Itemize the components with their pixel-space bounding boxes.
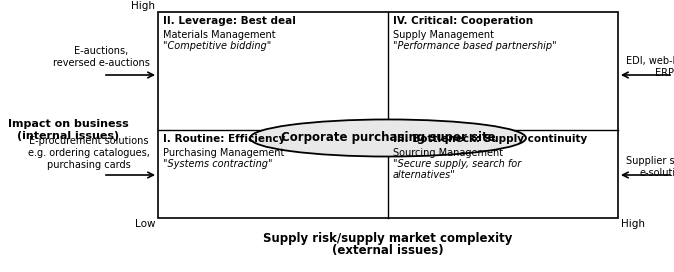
Bar <box>158 12 618 218</box>
Text: I. Routine: Efficiency: I. Routine: Efficiency <box>163 134 285 144</box>
Text: E-auctions,
reversed e-auctions: E-auctions, reversed e-auctions <box>53 46 150 68</box>
Ellipse shape <box>250 119 526 157</box>
Text: Supplier specific
e-solutions: Supplier specific e-solutions <box>626 156 674 178</box>
Text: II. Leverage: Best deal: II. Leverage: Best deal <box>163 16 296 26</box>
Text: Sourcing Management: Sourcing Management <box>393 148 503 158</box>
Text: "Secure supply, search for: "Secure supply, search for <box>393 159 521 169</box>
Text: Supply Management: Supply Management <box>393 30 494 40</box>
Text: "Performance based partnership": "Performance based partnership" <box>393 41 557 51</box>
Text: "Systems contracting": "Systems contracting" <box>163 159 272 169</box>
Text: III. Bottleneck: Supply continuity: III. Bottleneck: Supply continuity <box>393 134 587 144</box>
Text: Impact on business
(internal issues): Impact on business (internal issues) <box>8 119 129 141</box>
Text: Purchasing Management: Purchasing Management <box>163 148 284 158</box>
Text: alternatives": alternatives" <box>393 170 456 180</box>
Text: Materials Management: Materials Management <box>163 30 276 40</box>
Text: (external issues): (external issues) <box>332 244 443 257</box>
Text: Supply risk/supply market complexity: Supply risk/supply market complexity <box>264 232 513 245</box>
Text: "Competitive bidding": "Competitive bidding" <box>163 41 271 51</box>
Text: Low: Low <box>135 219 155 229</box>
Text: High: High <box>131 1 155 11</box>
Text: IV. Critical: Cooperation: IV. Critical: Cooperation <box>393 16 533 26</box>
Text: E-procurement solutions
e.g. ordering catalogues,
purchasing cards: E-procurement solutions e.g. ordering ca… <box>28 136 150 170</box>
Text: Corporate purchasing super site: Corporate purchasing super site <box>280 131 495 144</box>
Text: High: High <box>621 219 645 229</box>
Text: EDI, web-based
ERP: EDI, web-based ERP <box>626 56 674 78</box>
